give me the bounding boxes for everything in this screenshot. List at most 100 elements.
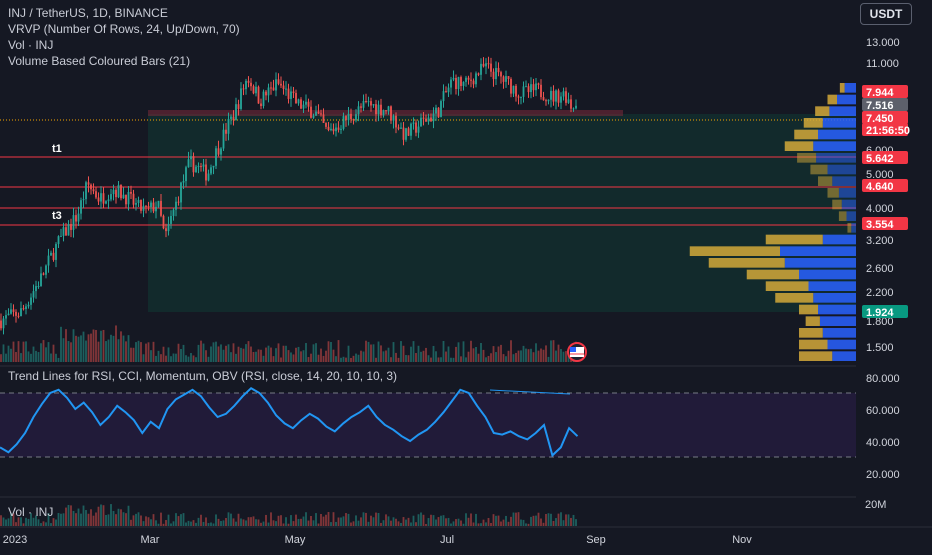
sub-volume-bar <box>392 517 395 526</box>
sub-volume-bar <box>122 512 125 526</box>
volume-bar <box>457 342 460 362</box>
currency-button[interactable]: USDT <box>860 3 912 25</box>
volume-bar <box>330 341 332 362</box>
symbol-title[interactable]: INJ / TetherUS, 1D, BINANCE <box>8 6 168 20</box>
sub-volume-bar <box>242 519 245 526</box>
candle-body <box>320 113 322 115</box>
candle-body <box>122 194 125 199</box>
candle-body <box>40 273 42 286</box>
candle-body <box>537 83 540 85</box>
volume-bar <box>502 354 505 362</box>
volume-bar <box>5 353 7 362</box>
vrvp-up-row <box>832 351 856 361</box>
volume-bar <box>205 350 207 362</box>
sub-volume-bar <box>277 515 280 526</box>
candle-body <box>125 194 127 205</box>
volume-bar <box>532 352 535 362</box>
sub-volume-bar <box>550 513 552 526</box>
volume-bar <box>370 344 372 362</box>
sub-volume-bar <box>435 519 437 526</box>
candle-body <box>572 108 575 110</box>
candle-body <box>277 79 280 84</box>
candle-body <box>355 114 357 121</box>
candle-body <box>485 63 487 67</box>
candle-body <box>45 265 47 275</box>
candle-body <box>42 273 45 275</box>
candle-body <box>427 117 430 122</box>
volume-bar <box>467 351 470 362</box>
vrvp-up-row <box>827 339 856 350</box>
price-scale[interactable] <box>856 0 932 550</box>
price-label-bg <box>862 85 908 98</box>
candle-body <box>195 166 197 173</box>
sub-volume-bar <box>535 515 537 526</box>
candle-body <box>555 90 557 102</box>
sub-volume-bar <box>22 523 25 526</box>
candle-body <box>5 315 7 319</box>
rsi-indicator-title[interactable]: Trend Lines for RSI, CCI, Momentum, OBV … <box>8 369 398 383</box>
sub-volume-bar <box>507 521 510 526</box>
vol-legend-title[interactable]: Vol · INJ <box>8 38 54 52</box>
volume-bar <box>415 353 417 362</box>
candle-body <box>435 107 437 114</box>
sub-volume-bar <box>75 513 77 526</box>
candle-body <box>287 88 290 99</box>
candle-body <box>325 122 327 127</box>
candle-body <box>245 80 247 90</box>
sub-volume-bar <box>95 512 97 526</box>
sub-volume-bar <box>110 504 112 526</box>
volume-bar <box>105 341 107 362</box>
volume-bar <box>20 353 22 362</box>
vrvp-up-row <box>838 188 856 198</box>
vbcb-title[interactable]: Volume Based Coloured Bars (21) <box>8 54 191 68</box>
sub-volume-bar <box>97 506 100 526</box>
sub-volume-bar <box>330 522 332 526</box>
candle-body <box>540 84 542 98</box>
candle-body <box>385 110 387 112</box>
sub-volume-bar <box>82 505 85 526</box>
sub-volume-bar <box>317 523 320 526</box>
volume-bar <box>355 353 357 362</box>
volume-bar <box>322 355 325 362</box>
volume-bar <box>510 340 512 362</box>
volume-bar <box>447 346 450 362</box>
time-axis[interactable]: 2023 Mar May Jul Sep Nov <box>3 534 753 546</box>
candle-body <box>330 128 332 130</box>
volume-bar <box>495 352 497 362</box>
volume-bar <box>97 341 100 362</box>
sub-volume-bar <box>337 517 340 526</box>
vrvp-down-row <box>799 328 823 338</box>
sub-volume-bar <box>562 520 565 526</box>
volume-bar <box>432 345 435 362</box>
sub-volume-bar <box>190 521 192 526</box>
volume-bar <box>275 348 277 362</box>
volume-bar <box>172 353 175 362</box>
vrvp-up-row <box>784 258 856 268</box>
candle-body <box>317 111 320 114</box>
sub-volume-bar <box>520 519 522 526</box>
candle-body <box>167 223 170 232</box>
price-tick: 2.200 <box>866 287 894 299</box>
sub-volume-bar <box>10 512 12 526</box>
vrvp-down-row <box>794 129 818 140</box>
flag-icon[interactable] <box>567 342 587 362</box>
candle-body <box>565 91 567 103</box>
sub-volume-bar <box>362 512 365 526</box>
volume-bar <box>385 350 387 362</box>
sub-volume-bar <box>400 522 402 526</box>
volume-bar <box>500 344 502 362</box>
volume-bar <box>55 353 57 362</box>
price-tick: 5.000 <box>866 169 894 181</box>
volume-pane-title[interactable]: Vol · INJ <box>8 505 54 519</box>
vrvp-title[interactable]: VRVP (Number Of Rows, 24, Up/Down, 70) <box>8 22 240 36</box>
sub-volume-bar <box>195 522 197 526</box>
candle-body <box>292 91 295 94</box>
volume-bar <box>92 329 95 362</box>
sub-volume-bar <box>40 523 42 526</box>
vrvp-up-row <box>816 153 856 163</box>
sub-volume-bar <box>540 518 542 526</box>
candle-body <box>130 191 132 194</box>
sub-volume-bar <box>25 517 27 526</box>
